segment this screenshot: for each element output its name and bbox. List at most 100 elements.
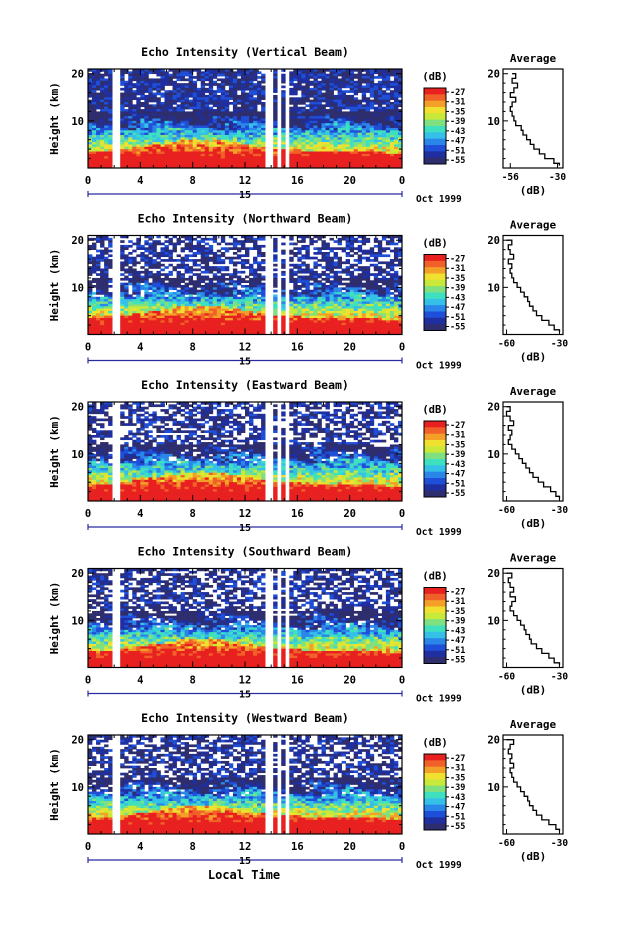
heatmap-cell: [366, 311, 370, 314]
heatmap-cell: [136, 243, 140, 246]
heatmap-cell: [233, 114, 237, 117]
heatmap-cell: [313, 128, 317, 131]
heatmap-cell: [237, 111, 241, 114]
heatmap-cell: [152, 140, 156, 143]
heatmap-cell: [330, 163, 334, 166]
heatmap-cell: [350, 104, 354, 107]
heatmap-cell: [197, 161, 201, 164]
heatmap-cell: [366, 152, 370, 155]
heatmap-cell: [334, 109, 338, 112]
heatmap-cell: [197, 78, 201, 81]
heatmap-cell: [370, 264, 374, 267]
heatmap-cell: [209, 152, 213, 155]
heatmap-cell: [164, 133, 168, 136]
heatmap-cell: [350, 123, 354, 126]
heatmap-cell: [382, 261, 386, 264]
heatmap-cell: [189, 126, 193, 129]
colorbar-swatch: [424, 151, 446, 158]
heatmap-cell: [225, 159, 229, 162]
heatmap-cell: [386, 278, 390, 281]
heatmap-cell: [120, 297, 124, 300]
heatmap-cell: [390, 111, 394, 114]
heatmap-cell: [152, 95, 156, 98]
heatmap-cell: [281, 304, 285, 307]
heatmap-cell: [313, 247, 317, 250]
heatmap-cell: [334, 142, 338, 145]
heatmap-cell: [257, 313, 261, 316]
heatmap-cell: [173, 88, 177, 91]
heatmap-cell: [293, 299, 297, 302]
heatmap-cell: [132, 311, 136, 314]
heatmap-cell: [169, 299, 173, 302]
heatmap-cell: [313, 276, 317, 279]
heatmap-cell: [309, 142, 313, 145]
heatmap-cell: [301, 95, 305, 98]
heatmap-cell: [362, 240, 366, 243]
heatmap-cell: [281, 78, 285, 81]
heatmap-cell: [136, 278, 140, 281]
heatmap-cell: [164, 142, 168, 145]
heatmap-cell: [237, 254, 241, 257]
heatmap-cell: [301, 109, 305, 112]
heatmap-cell: [108, 243, 112, 246]
heatmap-cell: [221, 161, 225, 164]
heatmap-cell: [201, 104, 205, 107]
heatmap-cell: [257, 299, 261, 302]
heatmap-cell: [100, 104, 104, 107]
heatmap-cell: [185, 278, 189, 281]
heatmap-cell: [358, 71, 362, 74]
heatmap-cell: [297, 259, 301, 262]
heatmap-cell: [213, 292, 217, 295]
heatmap-cell: [358, 261, 362, 264]
heatmap-cell: [225, 74, 229, 77]
heatmap-cell: [261, 128, 265, 131]
heatmap-cell: [148, 238, 152, 241]
heatmap-cell: [313, 78, 317, 81]
heatmap-cell: [317, 116, 321, 119]
heatmap-cell: [124, 318, 128, 321]
heatmap-cell: [354, 142, 358, 145]
heatmap-cell: [378, 109, 382, 112]
heatmap-cell: [358, 133, 362, 136]
heatmap-cell: [386, 161, 390, 164]
heatmap-cell: [221, 313, 225, 316]
heatmap-cell: [181, 297, 185, 300]
heatmap-cell: [140, 123, 144, 126]
heatmap-cell: [289, 297, 293, 300]
heatmap-cell: [233, 247, 237, 250]
heatmap-cell: [201, 128, 205, 131]
heatmap-cell: [132, 302, 136, 305]
heatmap-cell: [305, 86, 309, 89]
heatmap-cell: [249, 90, 253, 93]
heatmap-cell: [374, 97, 378, 100]
heatmap-cell: [249, 133, 253, 136]
heatmap-cell: [390, 299, 394, 302]
heatmap-cell: [217, 88, 221, 91]
heatmap-cell: [378, 135, 382, 138]
heatmap-cell: [253, 297, 257, 300]
heatmap-cell: [128, 128, 132, 131]
heatmap-cells: [88, 69, 402, 168]
heatmap-cell: [245, 304, 249, 307]
heatmap-cell: [257, 311, 261, 314]
heatmap-cell: [317, 142, 321, 145]
heatmap-cell: [156, 309, 160, 312]
heatmap-cell: [305, 123, 309, 126]
heatmap-cell: [237, 163, 241, 166]
heatmap-cell: [313, 137, 317, 140]
heatmap-cell: [354, 299, 358, 302]
heatmap-cell: [378, 245, 382, 248]
heatmap-cell: [382, 313, 386, 316]
heatmap-cell: [394, 311, 398, 314]
heatmap-cell: [104, 304, 108, 307]
heatmap-cell: [289, 313, 293, 316]
heatmap-cell: [201, 121, 205, 124]
heatmap-cell: [362, 93, 366, 96]
heatmap-cell: [217, 100, 221, 103]
heatmap-cell: [201, 294, 205, 297]
heatmap-cell: [378, 119, 382, 122]
heatmap-cell: [160, 309, 164, 312]
heatmap-cell: [225, 152, 229, 155]
heatmap-cell: [177, 100, 181, 103]
